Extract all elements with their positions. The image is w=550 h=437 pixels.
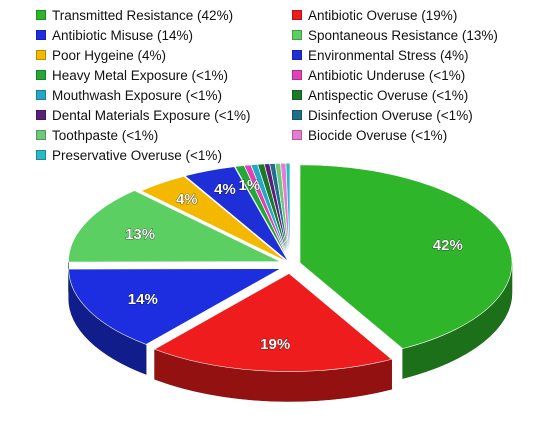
legend-item-environmental-stress: Environmental Stress (4%) bbox=[292, 48, 516, 63]
legend-swatch bbox=[36, 110, 46, 120]
pie-data-label-environmental-stress: 4% bbox=[214, 181, 236, 198]
legend-item-transmitted-resistance: Transmitted Resistance (42%) bbox=[36, 8, 292, 23]
legend-swatch bbox=[36, 150, 46, 160]
pie-slice-antibiotic-overuse bbox=[153, 273, 393, 372]
legend-label: Toothpaste (<1%) bbox=[52, 127, 159, 143]
legend-label: Poor Hygeine (4%) bbox=[52, 47, 167, 63]
legend-label: Spontaneous Resistance (13%) bbox=[308, 27, 498, 43]
legend-label: Antispectic Overuse (<1%) bbox=[308, 87, 469, 103]
pie-data-label-antibiotic-misuse: 14% bbox=[128, 291, 158, 308]
legend-swatch bbox=[36, 90, 46, 100]
legend-row: Mouthwash Exposure (<1%) Antispectic Over… bbox=[36, 85, 516, 105]
legend-swatch bbox=[292, 70, 302, 80]
pie-data-label-transmitted-resistance: 42% bbox=[433, 237, 463, 254]
legend-item-heavy-metal-exposure: Heavy Metal Exposure (<1%) bbox=[36, 68, 292, 83]
legend-label: Mouthwash Exposure (<1%) bbox=[52, 87, 222, 103]
legend-swatch bbox=[292, 110, 302, 120]
pie-data-label-spontaneous-resistance: 13% bbox=[125, 226, 155, 243]
legend-item-dental-materials-exposure: Dental Materials Exposure (<1%) bbox=[36, 108, 292, 123]
pie-slice-antibiotic-misuse bbox=[68, 268, 282, 345]
legend-swatch bbox=[292, 30, 302, 40]
chart-legend: Transmitted Resistance (42%) Antibiotic O… bbox=[36, 5, 516, 165]
legend-item-disinfection-overuse: Disinfection Overuse (<1%) bbox=[292, 108, 516, 123]
legend-item-biocide-overuse: Biocide Overuse (<1%) bbox=[292, 128, 516, 143]
legend-item-toothpaste: Toothpaste (<1%) bbox=[36, 128, 292, 143]
legend-label: Transmitted Resistance (42%) bbox=[52, 7, 234, 23]
legend-item-poor-hygeine: Poor Hygeine (4%) bbox=[36, 48, 292, 63]
legend-item-spontaneous-resistance: Spontaneous Resistance (13%) bbox=[292, 28, 516, 43]
legend-row: Preservative Overuse (<1%) bbox=[36, 145, 516, 165]
legend-item-antibiotic-misuse: Antibiotic Misuse (14%) bbox=[36, 28, 292, 43]
legend-label: Environmental Stress (4%) bbox=[308, 47, 469, 63]
pie-data-label-poor-hygeine: 4% bbox=[176, 191, 198, 208]
legend-label: Antibiotic Overuse (19%) bbox=[308, 7, 458, 23]
legend-item-antibiotic-underuse: Antibiotic Underuse (<1%) bbox=[292, 68, 516, 83]
legend-item-mouthwash-exposure: Mouthwash Exposure (<1%) bbox=[36, 88, 292, 103]
legend-row: Heavy Metal Exposure (<1%) Antibiotic Und… bbox=[36, 65, 516, 85]
legend-item-antispectic-overuse: Antispectic Overuse (<1%) bbox=[292, 88, 516, 103]
legend-label: Dental Materials Exposure (<1%) bbox=[52, 107, 251, 123]
legend-label: Antibiotic Underuse (<1%) bbox=[308, 67, 466, 83]
pie-slice-environmental-stress bbox=[184, 166, 289, 262]
pie-data-label-heavy-metal-exposure: 1% bbox=[239, 177, 261, 194]
legend-label: Heavy Metal Exposure (<1%) bbox=[52, 67, 228, 83]
legend-label: Preservative Overuse (<1%) bbox=[52, 147, 222, 163]
legend-row: Dental Materials Exposure (<1%) Disinfect… bbox=[36, 105, 516, 125]
legend-label: Biocide Overuse (<1%) bbox=[308, 127, 448, 143]
legend-swatch bbox=[36, 30, 46, 40]
legend-swatch bbox=[36, 130, 46, 140]
legend-label: Disinfection Overuse (<1%) bbox=[308, 107, 473, 123]
pie-slice-poor-hygeine bbox=[140, 176, 288, 263]
legend-row: Antibiotic Misuse (14%) Spontaneous Resis… bbox=[36, 25, 516, 45]
legend-swatch bbox=[36, 10, 46, 20]
legend-label: Antibiotic Misuse (14%) bbox=[52, 27, 194, 43]
legend-swatch bbox=[292, 90, 302, 100]
pie-slice-spontaneous-resistance bbox=[68, 190, 281, 263]
legend-swatch bbox=[292, 10, 302, 20]
legend-item-preservative-overuse: Preservative Overuse (<1%) bbox=[36, 148, 292, 163]
legend-row: Toothpaste (<1%) Biocide Overuse (<1%) bbox=[36, 125, 516, 145]
legend-item-antibiotic-overuse: Antibiotic Overuse (19%) bbox=[292, 8, 516, 23]
legend-swatch bbox=[36, 50, 46, 60]
legend-row: Transmitted Resistance (42%) Antibiotic O… bbox=[36, 5, 516, 25]
pie-data-label-antibiotic-overuse: 19% bbox=[260, 336, 290, 353]
legend-swatch bbox=[36, 70, 46, 80]
legend-row: Poor Hygeine (4%) Environmental Stress (4… bbox=[36, 45, 516, 65]
pie-slice-preservative-overuse bbox=[285, 162, 291, 262]
legend-swatch bbox=[292, 50, 302, 60]
pie-slice-transmitted-resistance bbox=[299, 164, 513, 349]
legend-swatch bbox=[292, 130, 302, 140]
